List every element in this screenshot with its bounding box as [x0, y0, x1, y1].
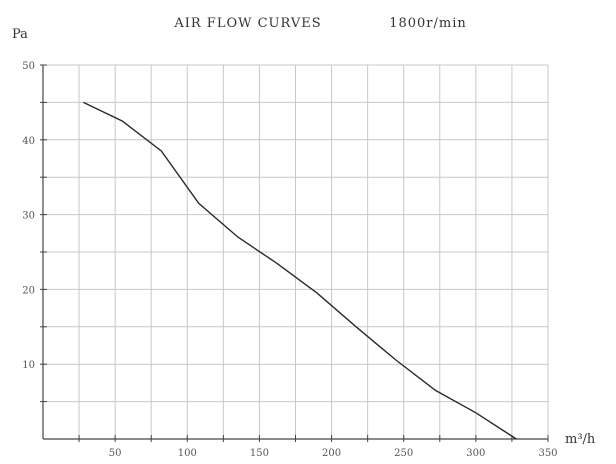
chart-subtitle: 1800r/min: [389, 16, 467, 31]
x-tick-label: 350: [538, 448, 557, 459]
tick-labels: 50 100 150 200 250 300 350 10 20 30 40 50: [22, 61, 557, 459]
x-tick-label: 200: [322, 448, 341, 459]
y-tick-label: 20: [22, 285, 35, 296]
x-tick-label: 50: [109, 448, 122, 459]
x-tick-label: 100: [178, 448, 197, 459]
y-tick-label: 30: [22, 211, 35, 222]
series-group: [83, 101, 517, 440]
series-line-air-flow: [83, 101, 517, 440]
y-tick-label: 10: [22, 360, 35, 371]
x-axis-label: m³/h: [565, 432, 596, 447]
x-tick-label: 150: [250, 448, 269, 459]
chart-title: AIR FLOW CURVES: [173, 16, 321, 31]
x-tick-label: 300: [466, 448, 485, 459]
y-axis-label: Pa: [12, 27, 28, 42]
grid: [43, 64, 549, 439]
y-tick-label: 40: [22, 136, 35, 147]
y-tick-label: 50: [22, 61, 35, 72]
x-tick-label: 250: [394, 448, 413, 459]
axes: [40, 64, 549, 442]
